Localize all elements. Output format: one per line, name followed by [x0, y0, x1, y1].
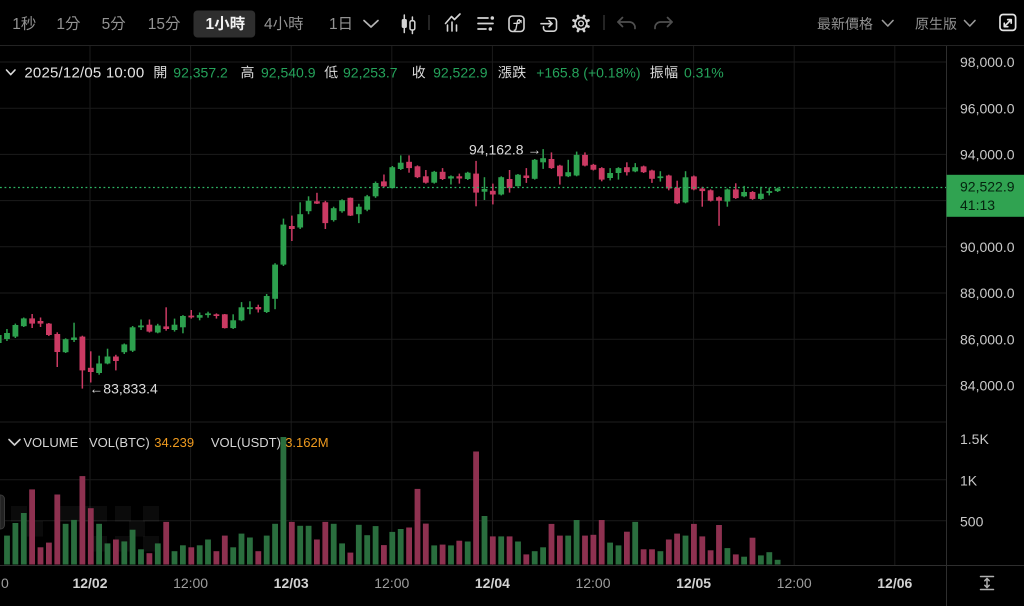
svg-text:1.5K: 1.5K — [960, 431, 989, 447]
svg-text:4: 4 — [264, 16, 273, 33]
svg-text:90,000.0: 90,000.0 — [960, 239, 1015, 255]
svg-text:88,000.0: 88,000.0 — [960, 285, 1015, 301]
svg-text:VOL(USDT): VOL(USDT) — [211, 435, 281, 450]
svg-text:12:00: 12:00 — [374, 575, 409, 591]
svg-text:84,000.0: 84,000.0 — [960, 378, 1015, 394]
svg-text:1: 1 — [206, 16, 215, 33]
svg-text:2025/12/05 10:00: 2025/12/05 10:00 — [24, 64, 144, 81]
svg-text:VOL(BTC): VOL(BTC) — [89, 435, 150, 450]
svg-text:0: 0 — [1, 575, 9, 591]
svg-text:94,162.8 →: 94,162.8 → — [469, 142, 541, 158]
svg-text:VOLUME: VOLUME — [23, 435, 78, 450]
svg-text:←83,833.4: ←83,833.4 — [89, 381, 158, 397]
svg-text:3.162M: 3.162M — [285, 435, 328, 450]
svg-text:12:00: 12:00 — [575, 575, 610, 591]
svg-text:1: 1 — [329, 16, 338, 33]
svg-text:92,540.9: 92,540.9 — [261, 64, 316, 80]
svg-text:12/04: 12/04 — [475, 575, 510, 591]
svg-text:12/03: 12/03 — [274, 575, 309, 591]
svg-text:5: 5 — [102, 16, 111, 33]
svg-text:1: 1 — [56, 16, 65, 33]
svg-text:12/06: 12/06 — [877, 575, 912, 591]
svg-text:12/05: 12/05 — [676, 575, 711, 591]
svg-text:92,522.9: 92,522.9 — [960, 178, 1015, 194]
svg-text:1K: 1K — [960, 472, 978, 488]
svg-text:92,253.7: 92,253.7 — [343, 64, 398, 80]
svg-text:12:00: 12:00 — [173, 575, 208, 591]
svg-text:98,000.0: 98,000.0 — [960, 54, 1015, 70]
svg-text:+165.8 (+0.18%): +165.8 (+0.18%) — [536, 64, 640, 80]
svg-text:12/02: 12/02 — [72, 575, 107, 591]
svg-text:94,000.0: 94,000.0 — [960, 147, 1015, 163]
svg-text:15: 15 — [148, 16, 165, 33]
svg-text:500: 500 — [960, 514, 984, 530]
svg-text:96,000.0: 96,000.0 — [960, 100, 1015, 116]
svg-text:34.239: 34.239 — [154, 435, 194, 450]
svg-text:92,357.2: 92,357.2 — [173, 64, 228, 80]
svg-text:92,522.9: 92,522.9 — [433, 64, 488, 80]
svg-text:86,000.0: 86,000.0 — [960, 331, 1015, 347]
svg-text:12:00: 12:00 — [777, 575, 812, 591]
svg-text:0.31%: 0.31% — [684, 64, 724, 80]
svg-text:1: 1 — [12, 16, 21, 33]
svg-text:41:13: 41:13 — [960, 197, 995, 213]
